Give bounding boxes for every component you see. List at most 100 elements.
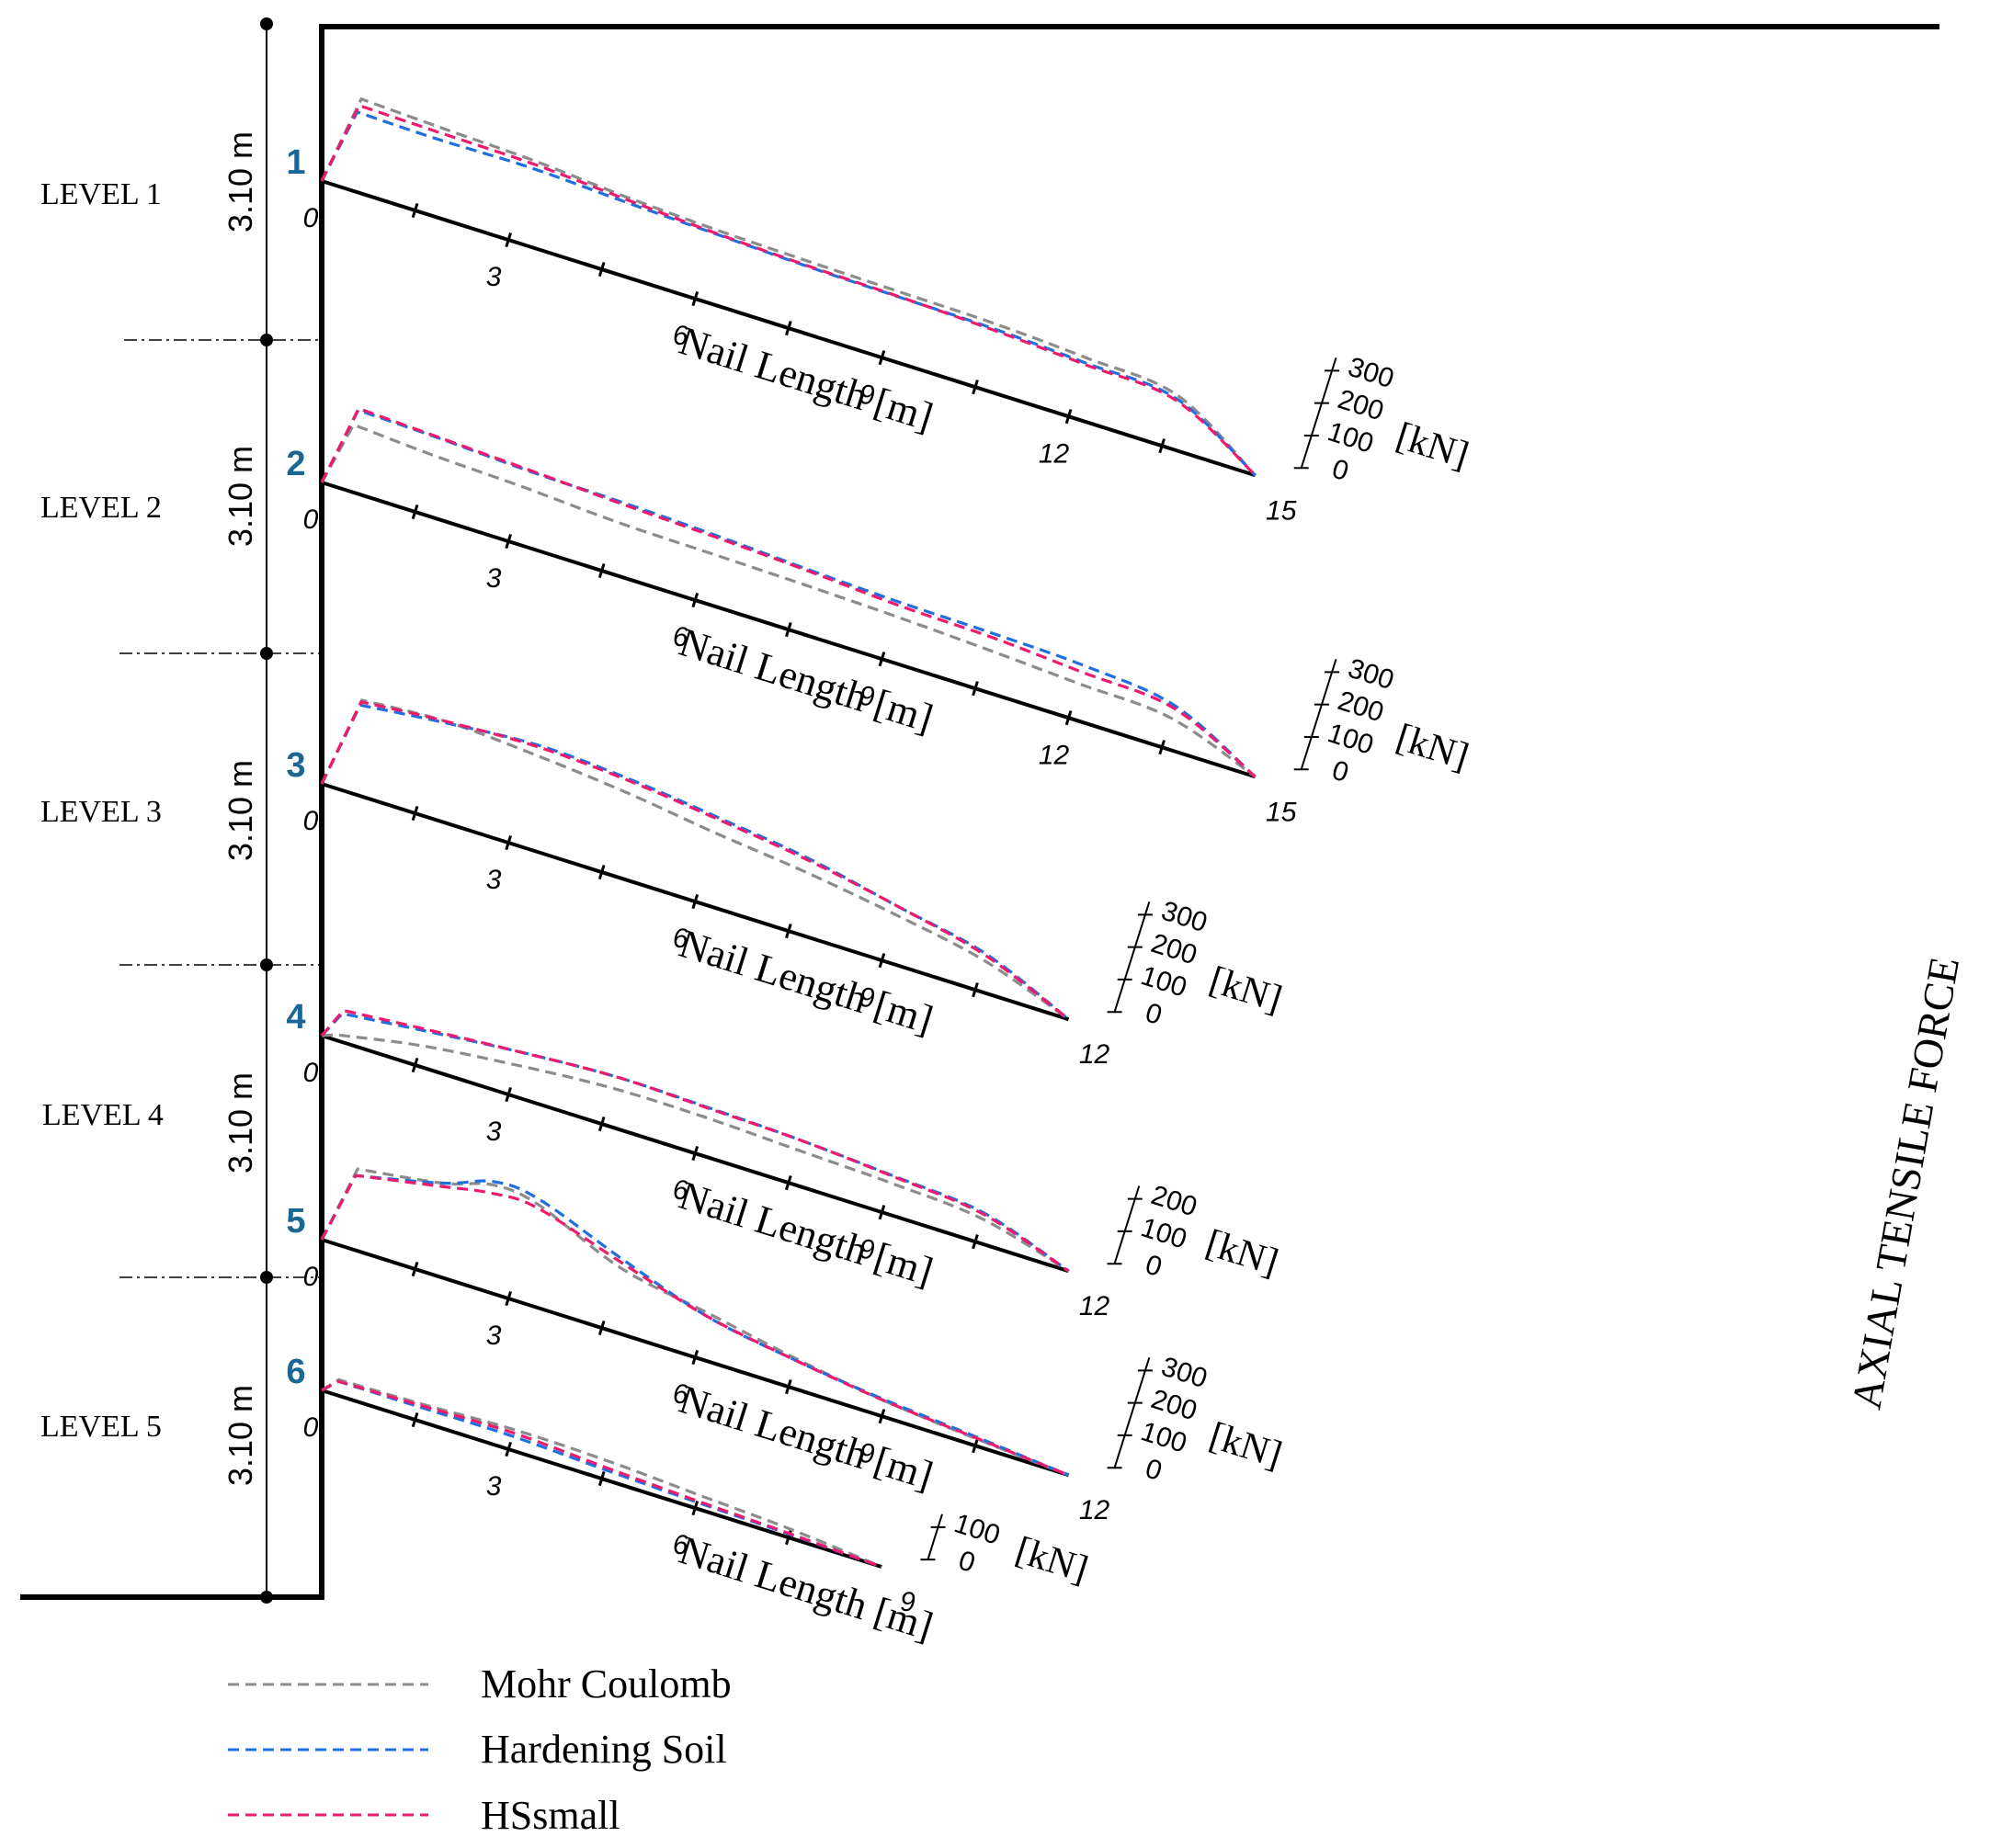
x-axis-label: Nail Length [m] bbox=[674, 1377, 938, 1499]
axis-tick bbox=[411, 805, 419, 822]
axis-tick bbox=[691, 291, 699, 307]
nail-number: 3 bbox=[286, 746, 305, 785]
axis-tick bbox=[505, 1441, 512, 1457]
axis-tick bbox=[785, 924, 792, 939]
x-tick-label: 9 bbox=[859, 982, 875, 1013]
force-tick-label: 0 bbox=[1142, 1454, 1166, 1487]
force-axis bbox=[927, 1514, 943, 1560]
axis-tick bbox=[411, 1412, 419, 1428]
nail-number: 5 bbox=[286, 1202, 305, 1241]
x-tick-label: 9 bbox=[859, 1438, 875, 1468]
axis-tick bbox=[785, 622, 792, 638]
force-tick-label: 0 bbox=[1142, 1250, 1166, 1283]
legend-label-mohr-coulomb: Mohr Coulomb bbox=[481, 1661, 732, 1706]
force-axis bbox=[1113, 1356, 1151, 1468]
x-axis-label: Nail Length [m] bbox=[674, 318, 938, 440]
nail-number: 4 bbox=[286, 998, 305, 1037]
axis-tick bbox=[878, 652, 886, 667]
x-tick-label: 6 bbox=[673, 1379, 688, 1410]
axis-tick bbox=[1064, 710, 1073, 726]
force-unit-label: [kN] bbox=[1392, 716, 1473, 778]
wall-profile bbox=[20, 24, 1939, 1600]
x-tick-label: 0 bbox=[303, 806, 319, 836]
force-axis bbox=[1300, 357, 1337, 469]
axis-tick bbox=[505, 533, 512, 550]
series-line-hssmall bbox=[320, 699, 1070, 1021]
x-tick-label: 0 bbox=[303, 505, 319, 535]
axis-tick bbox=[691, 894, 699, 910]
level-separators bbox=[119, 339, 322, 1278]
legend-label-hssmall: HSsmall bbox=[481, 1793, 620, 1838]
axis-tick bbox=[597, 864, 606, 880]
series-line-hardening-soil bbox=[320, 109, 1257, 477]
axis-tick bbox=[972, 982, 979, 998]
axis-tick bbox=[597, 1116, 606, 1132]
x-axis-label: Nail Length [m] bbox=[674, 921, 938, 1043]
series-line-mohr-coulomb bbox=[320, 698, 1070, 1021]
series-line-mohr-coulomb bbox=[320, 96, 1257, 477]
x-tick-label: 15 bbox=[1266, 797, 1297, 827]
x-tick-label: 6 bbox=[673, 321, 688, 351]
axis-tick bbox=[972, 380, 979, 395]
nail-number: 1 bbox=[286, 143, 305, 182]
x-tick-label: 3 bbox=[486, 1321, 502, 1351]
nail-number: 6 bbox=[286, 1353, 305, 1391]
series-line-hardening-soil bbox=[320, 1012, 1070, 1273]
level-label-4: LEVEL 4 bbox=[42, 1098, 164, 1132]
x-axis-label: Nail Length [m] bbox=[674, 1173, 938, 1295]
axis-tick bbox=[691, 1146, 699, 1162]
axis-tick bbox=[691, 593, 699, 608]
x-tick-label: 3 bbox=[486, 865, 502, 895]
axis-tick bbox=[411, 1057, 419, 1073]
x-tick-label: 12 bbox=[1039, 438, 1070, 469]
x-tick-label: 3 bbox=[486, 563, 502, 594]
force-unit-label: [kN] bbox=[1204, 958, 1286, 1021]
spacing-label-3: 3.10 m bbox=[222, 760, 259, 861]
spacing-label-1: 3.10 m bbox=[222, 131, 259, 232]
spacing-label-4: 3.10 m bbox=[222, 1072, 259, 1173]
x-tick-label: 12 bbox=[1079, 1039, 1110, 1070]
x-tick-label: 0 bbox=[303, 203, 319, 233]
axis-tick bbox=[505, 1290, 512, 1307]
nail-number: 2 bbox=[286, 445, 305, 483]
spacing-label-2: 3.10 m bbox=[222, 446, 259, 547]
x-tick-label: 3 bbox=[486, 1117, 502, 1147]
x-axis-label: Nail Length [m] bbox=[674, 1527, 938, 1650]
x-tick-label: 9 bbox=[859, 681, 875, 711]
x-tick-label: 6 bbox=[673, 1530, 688, 1560]
level-label-2: LEVEL 2 bbox=[40, 491, 162, 525]
axis-tick bbox=[505, 232, 512, 248]
force-tick-label: 0 bbox=[955, 1545, 979, 1578]
x-tick-label: 0 bbox=[303, 1412, 319, 1443]
force-tick-label: 0 bbox=[1328, 755, 1352, 788]
series-line-hssmall bbox=[320, 406, 1257, 778]
x-tick-label: 0 bbox=[303, 1262, 319, 1292]
axis-tick bbox=[411, 504, 419, 520]
force-tick-label: 100 bbox=[950, 1508, 1004, 1551]
level-label-5: LEVEL 5 bbox=[40, 1410, 162, 1444]
axis-tick bbox=[411, 1261, 419, 1277]
x-tick-label: 3 bbox=[486, 1471, 502, 1502]
x-tick-label: 6 bbox=[673, 622, 688, 652]
spacing-label-5: 3.10 m bbox=[222, 1385, 259, 1486]
axis-tick bbox=[878, 953, 886, 969]
axis-tick bbox=[785, 1175, 792, 1191]
x-tick-label: 12 bbox=[1079, 1291, 1110, 1321]
axis-tick bbox=[785, 321, 792, 336]
axis-tick bbox=[597, 1320, 606, 1336]
x-tick-label: 6 bbox=[673, 924, 688, 954]
axis-tick bbox=[505, 1086, 512, 1103]
axis-tick bbox=[972, 1438, 979, 1454]
axis-tick bbox=[691, 1501, 699, 1516]
level-label-1: LEVEL 1 bbox=[40, 177, 162, 211]
x-axis-label: Nail Length [m] bbox=[674, 619, 938, 742]
axis-tick bbox=[411, 202, 419, 219]
axis-tick bbox=[972, 1234, 979, 1250]
axis-tick bbox=[878, 1205, 886, 1220]
series-line-mohr-coulomb bbox=[320, 423, 1257, 778]
axis-tick bbox=[878, 350, 886, 366]
series-line-mohr-coulomb bbox=[321, 1377, 883, 1569]
